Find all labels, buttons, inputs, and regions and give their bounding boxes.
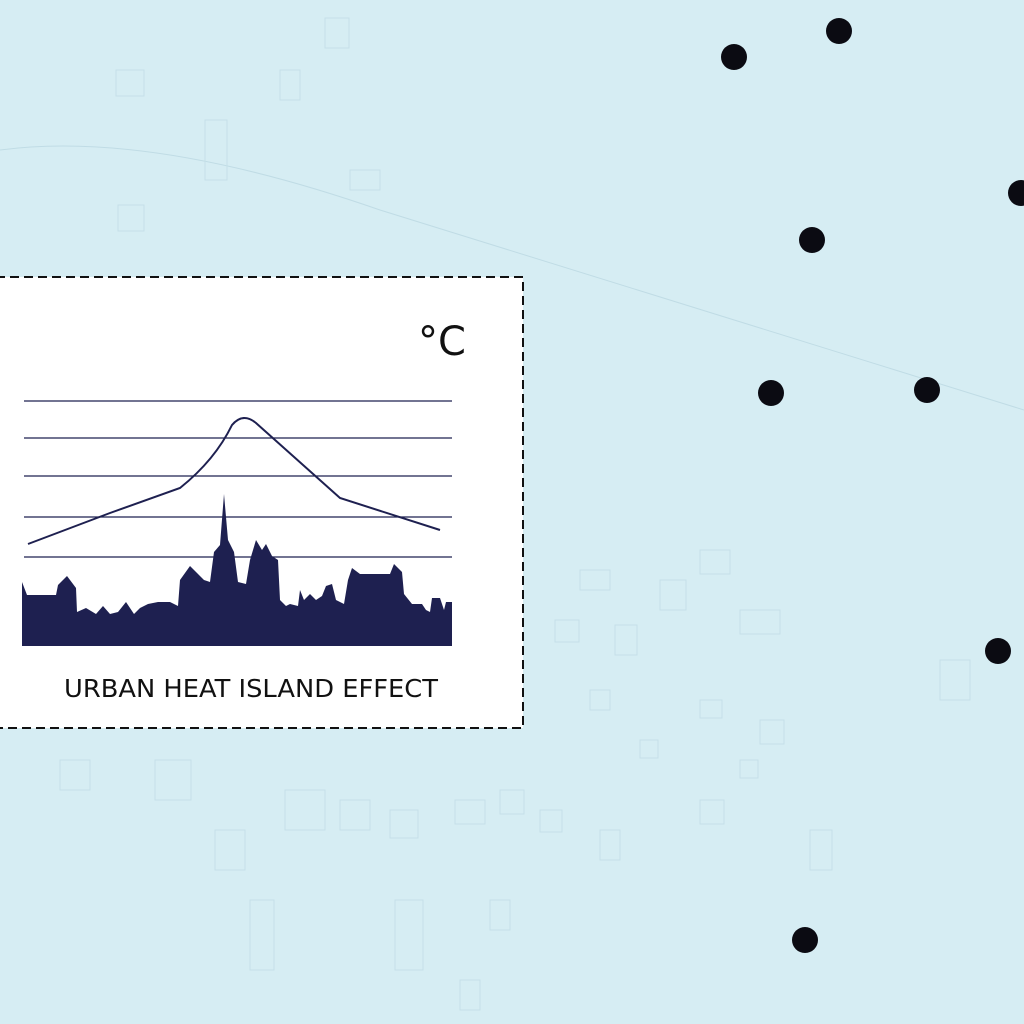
inset-panel: °C URBAN HEAT ISLAND EFFECT <box>0 276 524 729</box>
inset-frame <box>0 276 524 729</box>
unit-label: °C <box>418 319 466 365</box>
building-outlines <box>0 17 1024 1011</box>
temperature-grid <box>24 400 452 558</box>
inset-caption: URBAN HEAT ISLAND EFFECT <box>64 674 439 703</box>
temperature-curve <box>27 417 441 545</box>
city-skyline <box>22 494 452 646</box>
map-markers <box>721 18 1024 953</box>
